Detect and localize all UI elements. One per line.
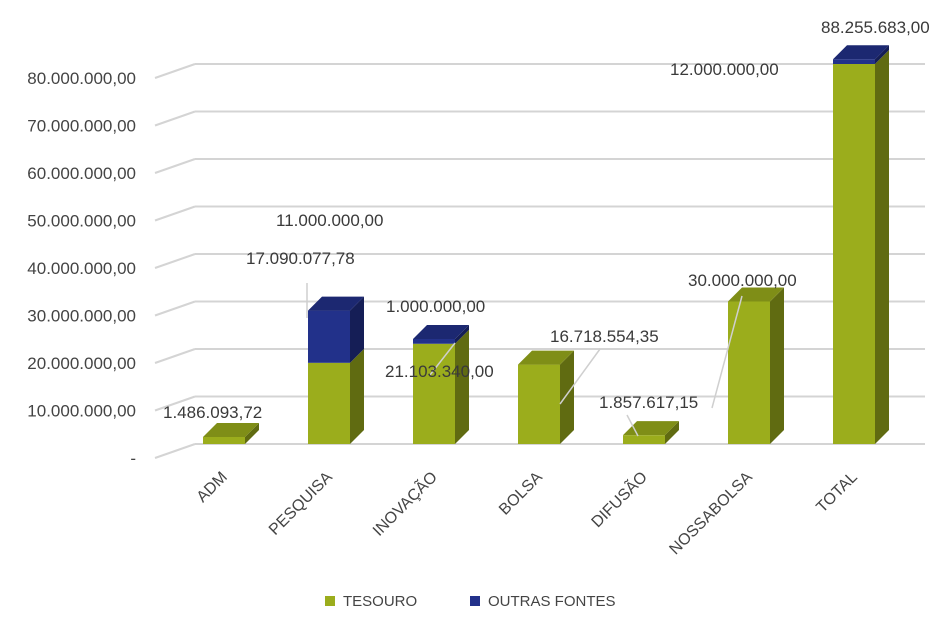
y-tick-label: 40.000.000,00 [27, 259, 136, 278]
gridline-diagonal [154, 348, 196, 364]
legend-swatch [325, 596, 335, 606]
bar-outras-fontes-front [833, 59, 875, 64]
gridline-diagonal [154, 63, 196, 79]
bar-tesouro-top [203, 422, 259, 437]
leader-line [559, 348, 601, 405]
data-label: 88.255.683,00 [821, 18, 930, 37]
bar-tesouro [203, 422, 259, 444]
bar-tesouro-front [833, 64, 875, 444]
gridline-diagonal [154, 253, 196, 269]
y-tick-label: 60.000.000,00 [27, 164, 136, 183]
bar-tesouro-side [560, 350, 574, 444]
legend-swatch [470, 596, 480, 606]
data-label: 12.000.000,00 [670, 60, 779, 79]
y-tick-label: 20.000.000,00 [27, 354, 136, 373]
bar-outras-fontes-side [350, 296, 364, 363]
bar-outras-fontes-top [413, 325, 469, 340]
bar-tesouro-side [245, 422, 259, 444]
gridline-diagonal [154, 443, 196, 459]
data-label: 1.486.093,72 [163, 403, 262, 422]
bar-tesouro [413, 329, 469, 444]
bar-outras-fontes-top [833, 45, 889, 60]
leader-line [626, 414, 639, 437]
bar-outras-fontes-side [455, 325, 469, 344]
legend: TESOURO OUTRAS FONTES [325, 593, 616, 610]
data-label: 21.103.340,00 [385, 362, 494, 381]
bar-outras-fontes-front [413, 339, 455, 344]
bar-tesouro [623, 421, 679, 444]
y-tick-label: 50.000.000,00 [27, 212, 136, 231]
leader-line [429, 342, 456, 376]
y-tick-label: - [130, 449, 136, 468]
leader-line [711, 295, 743, 409]
bar-tesouro-front [623, 435, 665, 444]
bar-tesouro-side [350, 348, 364, 444]
bar-tesouro-front [203, 436, 245, 444]
label-leader-lines [306, 283, 743, 437]
data-label: 11.000.000,00 [276, 211, 383, 230]
gridline-diagonal [154, 110, 196, 127]
category-label: INOVAÇÃO [368, 467, 441, 540]
bar-outras-fontes [308, 296, 364, 363]
bar-tesouro [728, 287, 784, 444]
bar-tesouro-side [455, 329, 469, 444]
bar-tesouro-top [518, 350, 574, 365]
category-label: ADM [194, 469, 231, 506]
data-label: 30.000.000,00 [688, 271, 797, 290]
gridline-diagonal [154, 300, 196, 317]
bar-outras-fontes-top [308, 296, 364, 311]
gridline-diagonal [154, 205, 196, 222]
bar-tesouro [518, 350, 574, 444]
bar-tesouro-side [665, 421, 679, 444]
y-tick-label: 80.000.000,00 [27, 69, 136, 88]
legend-label: TESOURO [343, 593, 417, 610]
data-label: 1.857.617,15 [599, 393, 698, 412]
bar-tesouro-side [875, 50, 889, 444]
bar-outras-fontes [833, 45, 889, 64]
y-tick-label: 30.000.000,00 [27, 307, 136, 326]
bar-tesouro-top [623, 421, 679, 436]
y-axis-tick-labels: - 10.000.000,00 20.000.000,00 30.000.000,00… [27, 69, 136, 468]
y-tick-label: 70.000.000,00 [27, 117, 136, 136]
bars [203, 45, 889, 444]
legend-label: OUTRAS FONTES [488, 593, 616, 610]
bar-tesouro-front [728, 301, 770, 444]
data-label: 17.090.077,78 [246, 249, 355, 268]
gridline-diagonal [154, 158, 196, 174]
x-axis-category-labels: ADM PESQUISA INOVAÇÃO BOLSA DIFUSÃO NOSSABOLS… [194, 467, 861, 558]
data-label: 1.000.000,00 [386, 297, 485, 316]
bar-outras-fontes-side [875, 45, 889, 64]
bar-tesouro-front [308, 362, 350, 444]
bar-tesouro [833, 50, 889, 444]
bar-outras-fontes [413, 325, 469, 344]
category-label: TOTAL [813, 469, 861, 517]
category-label: BOLSA [496, 469, 546, 519]
gridline-diagonal [154, 395, 196, 412]
bar-tesouro [308, 348, 364, 444]
bar-tesouro-front [518, 364, 560, 444]
data-label: 16.718.554,35 [550, 327, 659, 346]
category-label: NOSSABOLSA [666, 469, 756, 559]
bar-tesouro-front [413, 343, 455, 444]
category-label: DIFUSÃO [586, 467, 650, 531]
data-labels: 1.486.093,72 17.090.077,78 11.000.000,00 21… [163, 18, 930, 422]
category-label: PESQUISA [266, 469, 336, 539]
bar-tesouro-side [770, 287, 784, 444]
y-tick-label: 10.000.000,00 [27, 402, 136, 421]
bar-outras-fontes-front [308, 310, 350, 363]
